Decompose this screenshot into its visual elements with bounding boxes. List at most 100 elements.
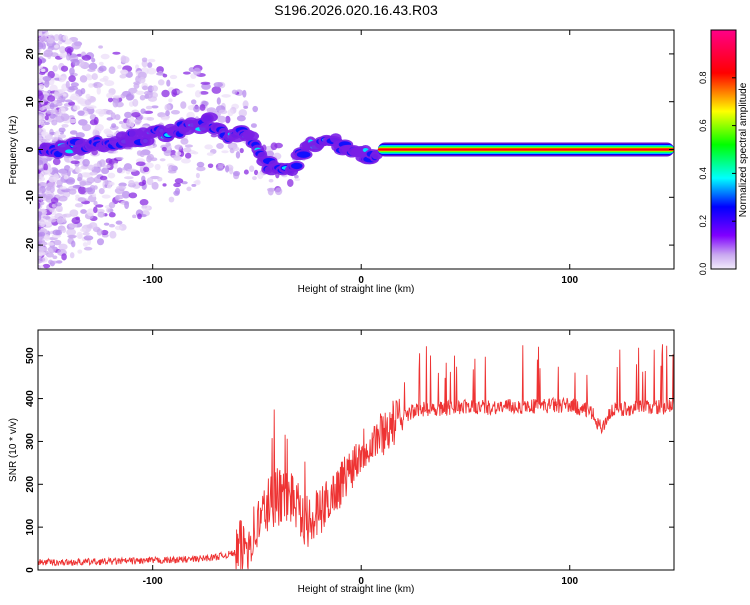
spectrogram-speckle (54, 112, 64, 116)
spectrogram-speckle (71, 41, 82, 50)
spectrogram-speckle (58, 195, 68, 202)
spectrogram-speckle (42, 75, 52, 82)
spectrogram-speckle (86, 105, 97, 110)
spectrogram-speckle (151, 181, 159, 190)
spectrogram-speckle (106, 117, 113, 121)
spectrogram-speckle (55, 205, 63, 213)
spectrogram-speckle (174, 178, 184, 184)
spectrogram-speckle (83, 246, 93, 251)
spectrogram-speckle (66, 53, 71, 61)
spectrogram-speckle (128, 87, 138, 94)
spectrogram-speckle (221, 94, 231, 98)
spectrogram-speckle (68, 188, 77, 195)
colorbar-label: Normalized spectral amplitude (738, 82, 749, 217)
spectrogram-speckle (192, 151, 199, 155)
spectrogram-speckle (93, 176, 102, 184)
spectrogram-speckle (114, 225, 123, 231)
ridge-blob-peak (65, 149, 75, 154)
spectrogram-speckle (101, 194, 111, 199)
spectrogram-speckle (38, 232, 43, 237)
spectrogram-speckle (91, 73, 98, 81)
spectrogram-xtick-label: -100 (143, 275, 163, 286)
spectrogram-speckle (63, 213, 72, 218)
spectrogram-speckle (119, 74, 127, 79)
spectrogram-speckle (210, 133, 218, 138)
spectrogram-ytick-label: 10 (25, 96, 36, 108)
spectrogram-speckle (47, 95, 56, 102)
spectrogram-speckle (115, 101, 124, 108)
spectrogram-speckle (200, 81, 211, 85)
spectrogram-speckle (46, 186, 52, 191)
spectrogram-speckle (71, 240, 76, 248)
colorbar: 0.0 0.2 0.4 0.6 0.8 Normalized spectral ampl… (698, 29, 749, 276)
spectrogram-speckle (147, 62, 153, 68)
spectrogram-speckle (206, 107, 217, 114)
spectrogram-speckle (121, 122, 131, 129)
spectrogram-speckle (80, 209, 87, 214)
spectrogram-speckle (70, 160, 80, 165)
spectrogram-speckle (38, 211, 43, 217)
spectrogram-speckle (47, 246, 57, 254)
spectrogram-speckle (77, 249, 83, 254)
spectrogram-speckle (173, 182, 181, 188)
snr-panel: -100 0 100 0 100 200 300 400 500 Height of strai… (8, 329, 675, 595)
spectrogram-speckle (112, 94, 122, 99)
spectrogram-speckle (274, 142, 283, 149)
spectrogram-speckle (98, 61, 104, 66)
spectrogram-speckle (38, 57, 43, 66)
spectrogram-speckle (109, 230, 117, 239)
spectrogram-speckle (107, 172, 116, 179)
spectrogram-speckle (73, 105, 81, 111)
snr-ytick-label: 100 (25, 518, 36, 535)
spectrogram-speckle (243, 169, 249, 175)
spectrogram-speckle (106, 92, 114, 99)
spectrogram-speckle (107, 97, 114, 103)
spectrogram-speckle (103, 222, 110, 226)
spectrogram-speckle (146, 155, 152, 163)
colorbar-tick-label: 0.0 (698, 263, 708, 276)
spectrogram-speckle (116, 156, 124, 161)
spectrogram-speckle (47, 218, 57, 223)
spectrogram-speckle (163, 149, 172, 157)
spectrogram-speckle (180, 101, 187, 109)
spectrogram-speckle (69, 209, 79, 217)
spectrogram-ytick-label: -20 (25, 237, 36, 252)
spectrogram-speckle (85, 93, 91, 100)
spectrogram-speckle (231, 89, 238, 95)
spectrogram-speckle (194, 90, 202, 98)
spectrogram-speckle (95, 108, 105, 115)
spectrogram-speckle (49, 260, 59, 264)
spectrogram-speckle (102, 164, 111, 169)
spectrogram-speckle (77, 173, 83, 181)
spectrogram-speckle (217, 115, 227, 123)
spectrogram-speckle (108, 201, 116, 209)
spectrogram-speckle (193, 180, 200, 184)
spectrogram-speckle (54, 202, 62, 207)
spectrogram-speckle (66, 228, 77, 237)
snr-ytick-label: 400 (25, 390, 36, 407)
spectrogram-speckle (42, 263, 51, 269)
spectrogram-speckle (132, 98, 139, 107)
spectrogram-speckle (77, 197, 87, 203)
spectrogram-speckle (100, 229, 109, 236)
spectrogram-speckle (108, 223, 116, 228)
spectrogram-speckle (60, 65, 69, 72)
spectrogram-speckle (250, 123, 257, 128)
spectrogram-speckle (41, 131, 49, 136)
spectrogram-speckle (294, 174, 299, 179)
spectrogram-speckle (58, 168, 69, 174)
spectrogram-speckle (213, 82, 224, 88)
spectrogram-speckle (146, 116, 155, 121)
spectrogram-speckle (92, 129, 99, 137)
spectrogram-speckle (75, 194, 80, 199)
spectrogram-speckle (192, 67, 202, 76)
spectrogram-speckle (81, 123, 92, 132)
spectrogram-speckle (89, 171, 98, 176)
spectrogram-speckle (52, 255, 58, 260)
spectrogram-speckle (42, 215, 51, 219)
spectrogram-speckle (216, 143, 224, 150)
spectrogram-speckle (69, 130, 78, 135)
spectrogram-speckle (40, 221, 45, 228)
spectrogram-speckle (69, 252, 75, 259)
snr-ylabel: SNR (10 * v/v) (8, 418, 19, 482)
